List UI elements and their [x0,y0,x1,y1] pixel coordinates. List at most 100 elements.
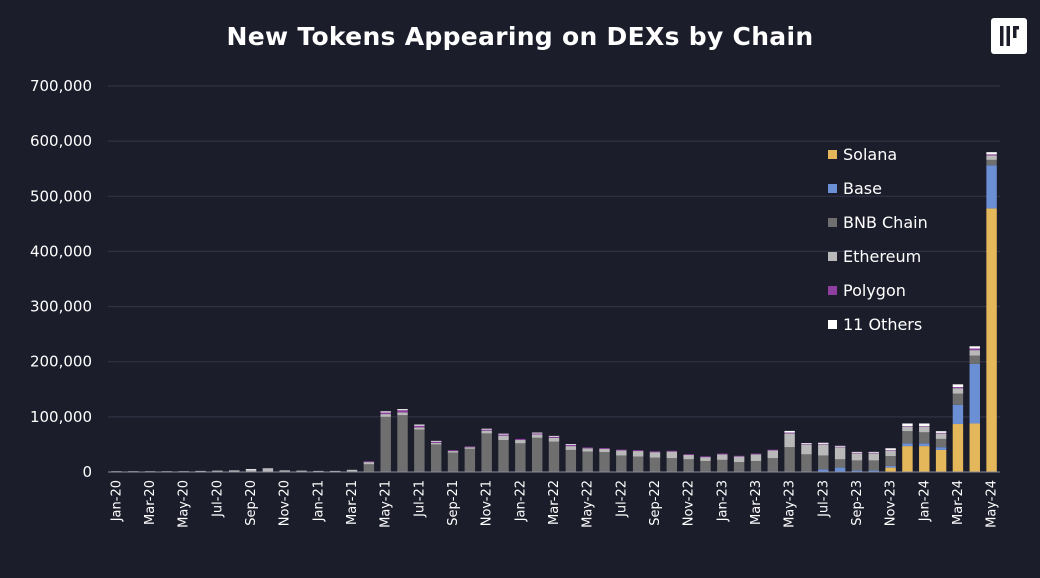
legend-label-polygon: Polygon [843,281,906,300]
bar-segment-ethereum-may-21 [380,414,391,417]
y-tick-label: 100,000 [30,408,92,426]
bar-segment-base-nov-23 [885,465,896,468]
legend-swatch-polygon [828,286,837,295]
bar-segment-ethereum-jun-20 [195,470,206,472]
x-tick-label: Jul-22 [614,480,629,518]
bar-segment-bnb-chain-feb-22 [531,437,543,472]
bar-segment-ethereum-aug-23 [834,447,846,460]
bar-segment-11-others-feb-22 [531,432,543,434]
bar-segment-polygon-apr-22 [565,444,577,447]
x-tick-label: Mar-22 [547,480,562,525]
bar-segment-11-others-dec-23 [902,423,913,427]
bar-segment-11-others-jun-23 [801,443,812,444]
bar-segment-ethereum-dec-23 [902,426,913,432]
bar-segment-bnb-chain-jan-24 [919,432,930,444]
bar-segment-polygon-oct-21 [464,446,476,448]
x-tick-label: Jul-23 [816,480,831,518]
pantera-logo-icon [991,18,1027,54]
x-tick-label: Sep-21 [446,480,461,526]
y-tick-label: 700,000 [30,77,92,95]
bar-segment-11-others-apr-22 [565,444,577,445]
bar-segment-ethereum-nov-21 [481,430,492,434]
bar-segment-ethereum-may-24 [986,155,997,160]
bar-segment-ethereum-aug-21 [430,442,442,445]
bar-segment-ethereum-feb-22 [531,434,543,438]
bar-segment-bnb-chain-aug-23 [834,459,846,468]
bar-segment-bnb-chain-mar-23 [750,460,762,472]
bar-segment-polygon-feb-22 [531,433,543,435]
bar-segment-11-others-mar-22 [548,435,560,437]
bar-segment-bnb-chain-may-21 [380,416,391,472]
bar-segment-bnb-chain-jun-23 [801,454,812,472]
bar-segment-bnb-chain-aug-21 [430,444,442,472]
bar-segment-polygon-dec-21 [498,434,509,436]
bar-segment-ethereum-jan-21 [313,470,324,472]
bar-segment-ethereum-oct-23 [868,453,879,461]
bar-segment-ethereum-feb-24 [935,433,947,439]
grid-lines [108,85,1000,418]
bar-segment-ethereum-dec-20 [296,470,307,472]
bar-segment-solana-mar-24 [952,424,964,472]
y-tick-label: 300,000 [30,298,92,316]
bar-segment-polygon-aug-22 [632,450,644,452]
bar-segment-polygon-jun-22 [599,448,610,449]
bar-segment-polygon-oct-23 [868,452,879,454]
bar-segment-ethereum-mar-23 [750,454,762,461]
bar-segment-ethereum-mar-22 [548,437,560,442]
bar-segment-11-others-feb-24 [935,431,947,433]
x-tick-label: Mar-24 [951,480,966,525]
x-tick-label: Jul-20 [210,480,225,518]
bar-segment-bnb-chain-feb-23 [733,462,745,472]
bar-segment-polygon-apr-21 [363,461,375,463]
bar-segment-ethereum-sep-22 [649,452,661,458]
bar-segment-base-feb-24 [935,447,947,450]
bar-segment-11-others-oct-20 [262,468,274,470]
legend-label-11-others: 11 Others [843,315,922,334]
bar-segment-bnb-chain-nov-22 [683,459,694,472]
legend-label-solana: Solana [843,145,897,164]
bar-segment-11-others-may-21 [380,411,391,413]
bar-segment-polygon-aug-21 [430,441,442,443]
bar-segment-bnb-chain-oct-23 [868,460,879,471]
legend-swatch-ethereum [828,252,837,261]
bar-segment-ethereum-sep-23 [851,453,863,461]
bar-segment-polygon-jan-24 [919,425,930,427]
bar-segment-11-others-sep-20 [245,468,257,470]
bar-segment-bnb-chain-jul-23 [818,455,829,470]
bar-segment-polygon-apr-24 [969,348,980,351]
chart-title: New Tokens Appearing on DEXs by Chain [226,22,814,51]
bar-segment-base-jan-24 [919,443,930,447]
bar-segment-11-others-dec-21 [498,433,509,435]
x-tick-label: Sep-23 [850,480,865,526]
bar-segment-polygon-nov-23 [885,449,896,451]
bar-segment-base-oct-23 [868,470,879,472]
bar-segment-11-others-jul-21 [414,424,425,426]
bar-segment-base-mar-24 [952,404,964,425]
bar-segment-11-others-nov-21 [481,428,492,430]
bar-segment-ethereum-apr-21 [363,462,375,465]
bar-segment-ethereum-oct-21 [464,447,476,449]
bar-segment-ethereum-nov-20 [279,470,290,472]
bar-segment-base-apr-24 [969,363,980,424]
x-tick-label: Jan-21 [311,480,326,522]
bar-segment-bnb-chain-jul-22 [616,455,627,472]
bar-segment-solana-dec-23 [902,446,913,472]
bar-segment-polygon-jul-23 [818,443,829,445]
bar-segment-polygon-mar-22 [548,436,560,438]
bars [111,152,997,472]
bar-segment-bnb-chain-jun-22 [599,452,610,472]
x-tick-label: Nov-22 [682,480,697,526]
legend-label-ethereum: Ethereum [843,247,921,266]
legend-swatch-base [828,184,837,193]
bar-segment-bnb-chain-dec-23 [902,431,913,444]
bar-segment-ethereum-feb-21 [329,470,341,472]
bar-segment-bnb-chain-mar-22 [548,441,560,472]
bar-segment-11-others-aug-23 [834,445,846,447]
bar-segment-ethereum-aug-22 [632,451,644,457]
bar-segment-bnb-chain-dec-22 [700,460,711,472]
bar-segment-ethereum-apr-23 [767,450,779,459]
bar-segment-polygon-dec-23 [902,425,913,427]
bar-segment-ethereum-apr-22 [565,446,577,450]
bar-segment-bnb-chain-dec-21 [498,440,509,472]
